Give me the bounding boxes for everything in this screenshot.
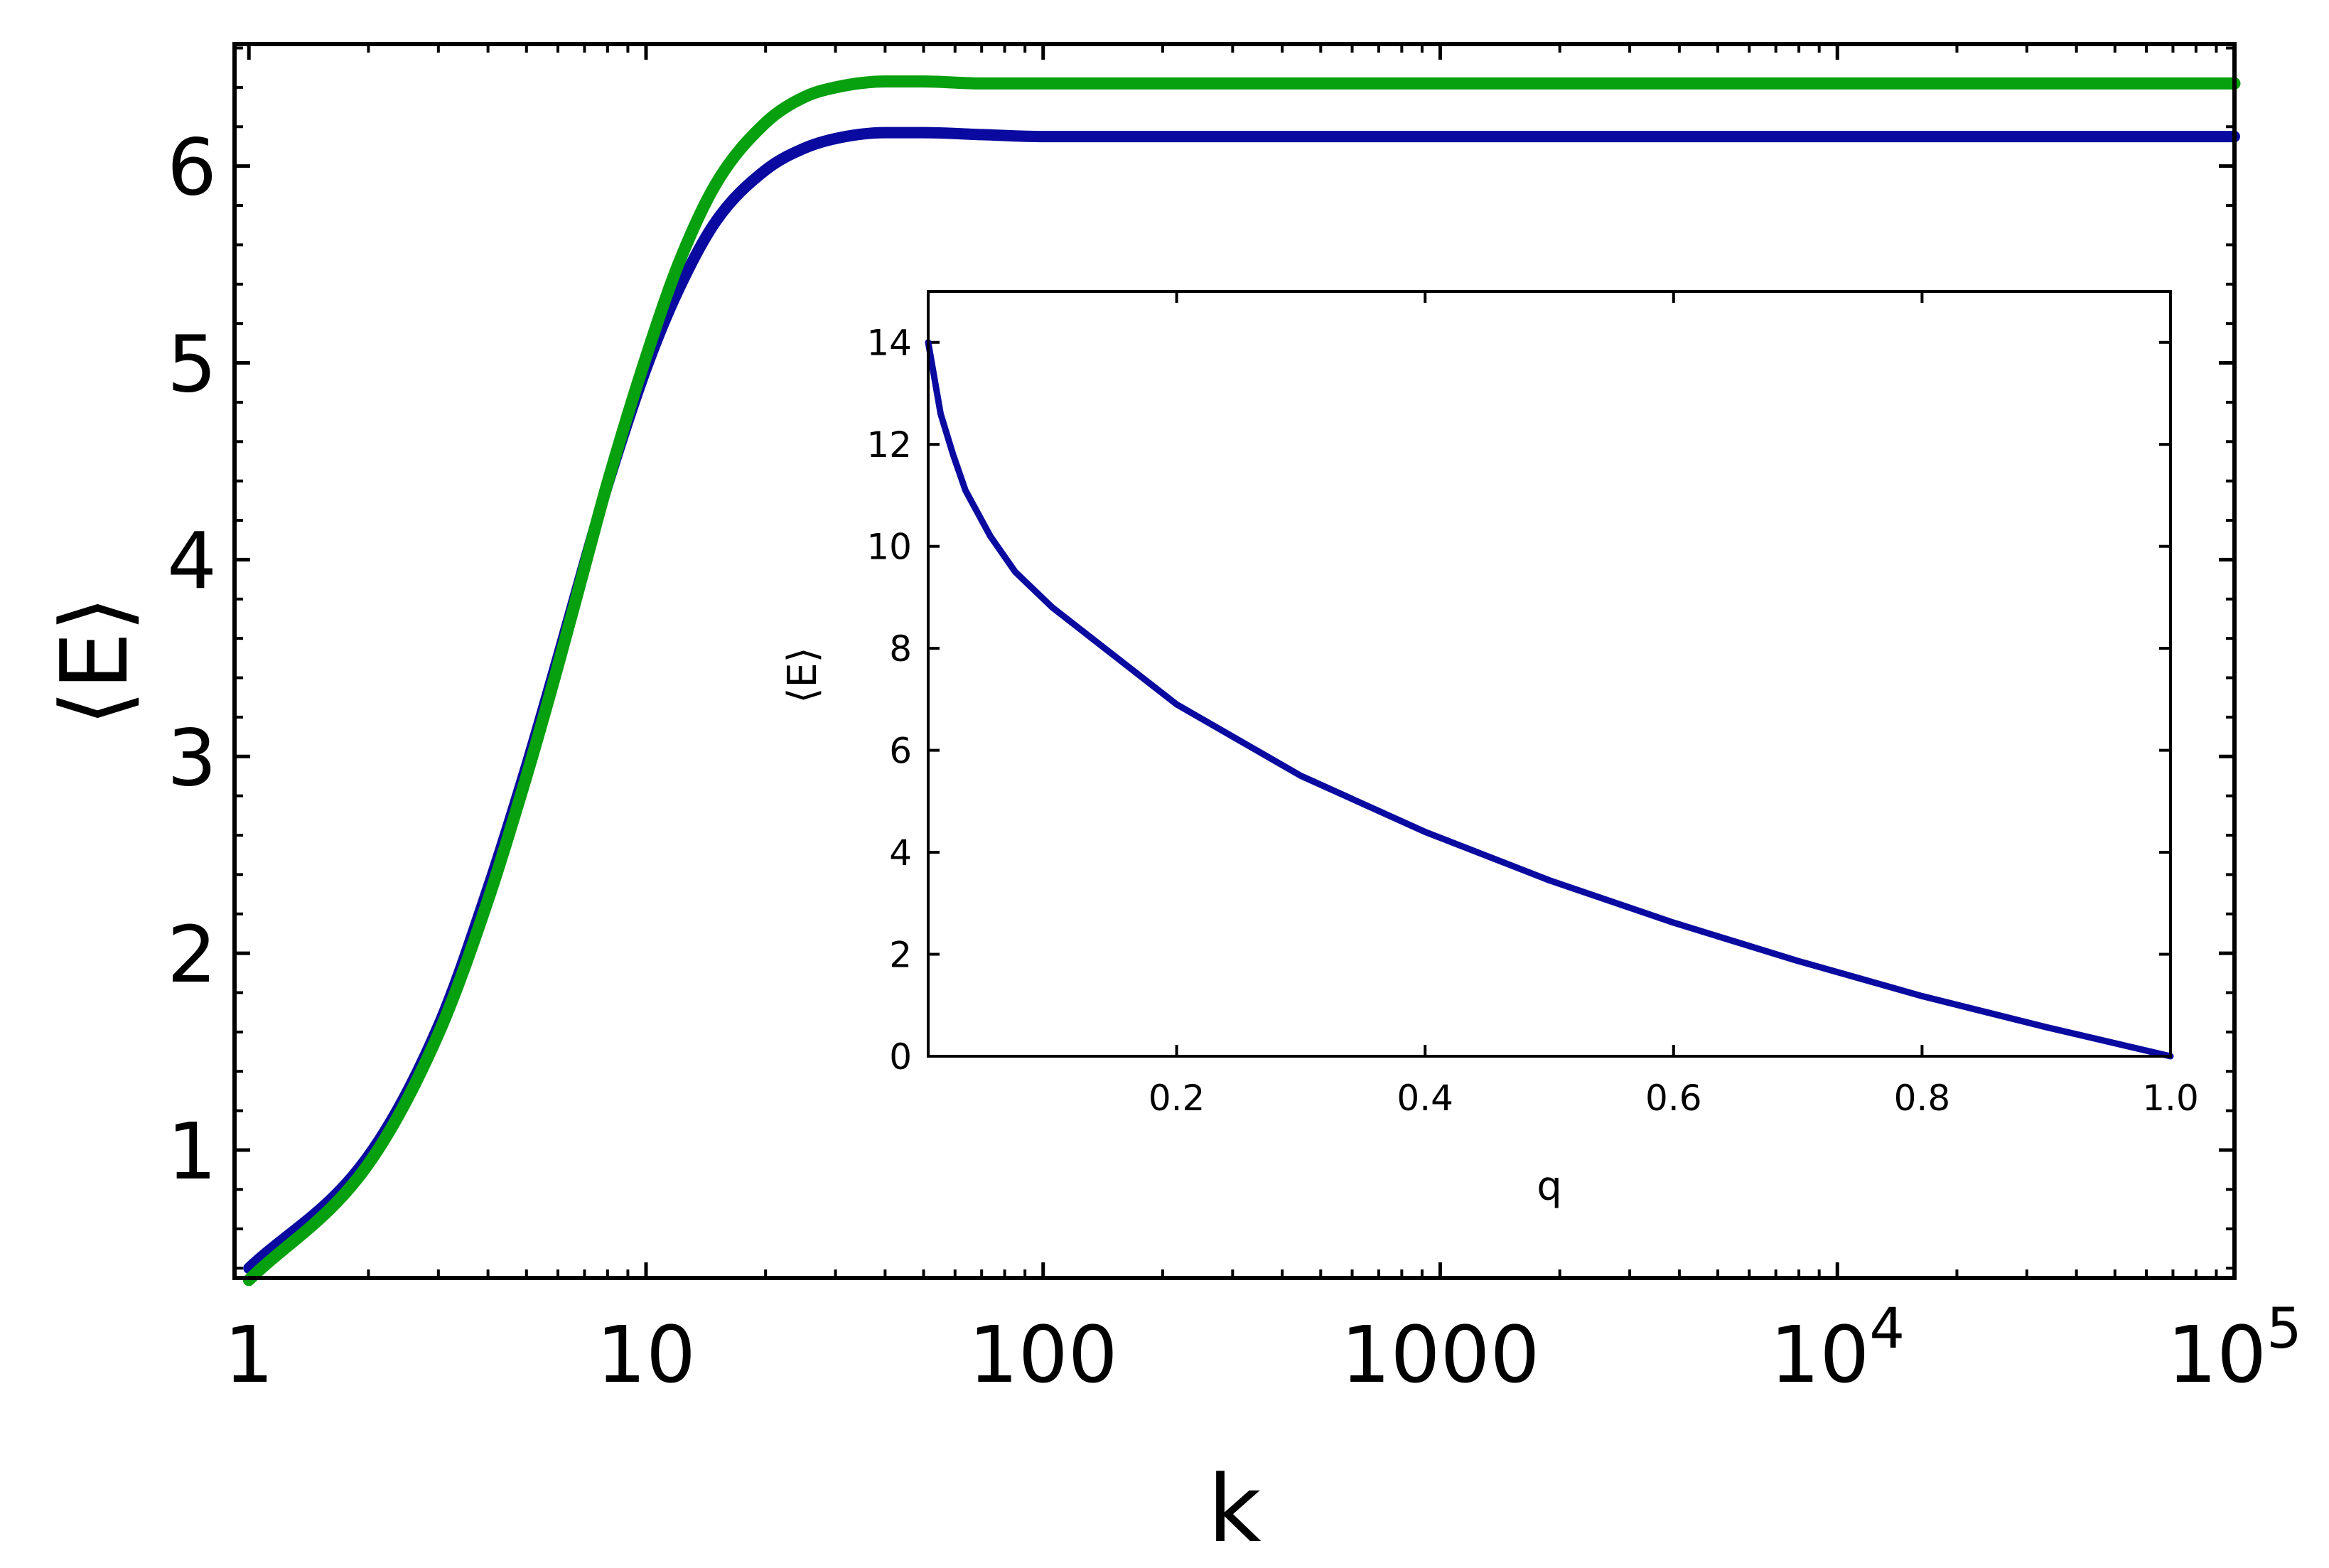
main-x-tick-label: 105 [2167, 1297, 2302, 1400]
inset-y-tick-label: 4 [889, 832, 912, 874]
main-x-tick-exponent: 4 [1869, 1297, 1905, 1361]
inset-x-axis-label: q [1537, 1164, 1562, 1210]
inset-plot-frame [927, 290, 2172, 1058]
main-x-tick-label: 1 [224, 1309, 274, 1400]
main-y-tick-label: 1 [167, 1106, 217, 1197]
inset-y-axis-label: ⟨E⟩ [780, 647, 826, 703]
inset-chart: 0.2 0.4 0.6 0.8 1.0 0 2 4 6 8 10 12 14 q ⟨E⟩ [780, 290, 2199, 1210]
main-y-axis-label: ⟨E⟩ [41, 596, 149, 726]
main-x-tick-label: 10 [596, 1309, 696, 1400]
main-x-axis-label: k [1207, 1455, 1261, 1563]
inset-x-tick-label: 0.2 [1149, 1078, 1205, 1119]
inset-y-tick-label: 10 [866, 527, 912, 568]
main-x-tick-exponent: 5 [2266, 1297, 2302, 1361]
inset-background [928, 291, 2171, 1056]
main-y-tick-label: 3 [167, 712, 217, 803]
main-y-tick-label: 6 [167, 122, 217, 213]
inset-y-tick-label: 14 [866, 323, 912, 364]
inset-x-tick-label: 0.8 [1894, 1078, 1951, 1119]
inset-x-tick-label: 0.4 [1397, 1078, 1453, 1119]
inset-series-inset-line [925, 339, 2174, 1060]
inset-y-tick-label: 8 [889, 628, 912, 670]
main-y-tick-label: 5 [167, 319, 217, 410]
inset-x-tick-label: 1.0 [2142, 1078, 2199, 1119]
inset-tick-labels: 0.2 0.4 0.6 0.8 1.0 0 2 4 6 8 10 12 14 [866, 323, 2198, 1119]
main-x-tick-label: 100 [969, 1309, 1118, 1400]
inset-y-tick-label: 12 [866, 424, 912, 466]
main-x-tick-label: 1000 [1341, 1309, 1540, 1400]
main-series-green-line [242, 75, 2241, 1287]
main-y-tick-label: 4 [167, 515, 217, 606]
main-plot-frame [232, 42, 2237, 1280]
main-x-tick-label: 104 [1770, 1297, 1905, 1400]
inset-x-tick-label: 0.6 [1645, 1078, 1702, 1119]
inset-y-tick-label: 6 [889, 731, 912, 772]
main-y-tick-label: 2 [167, 909, 217, 1000]
inset-y-tick-label: 0 [889, 1036, 912, 1078]
main-curves [242, 75, 2241, 1287]
inset-y-tick-label: 2 [889, 935, 912, 976]
inset-curves [925, 339, 2174, 1060]
